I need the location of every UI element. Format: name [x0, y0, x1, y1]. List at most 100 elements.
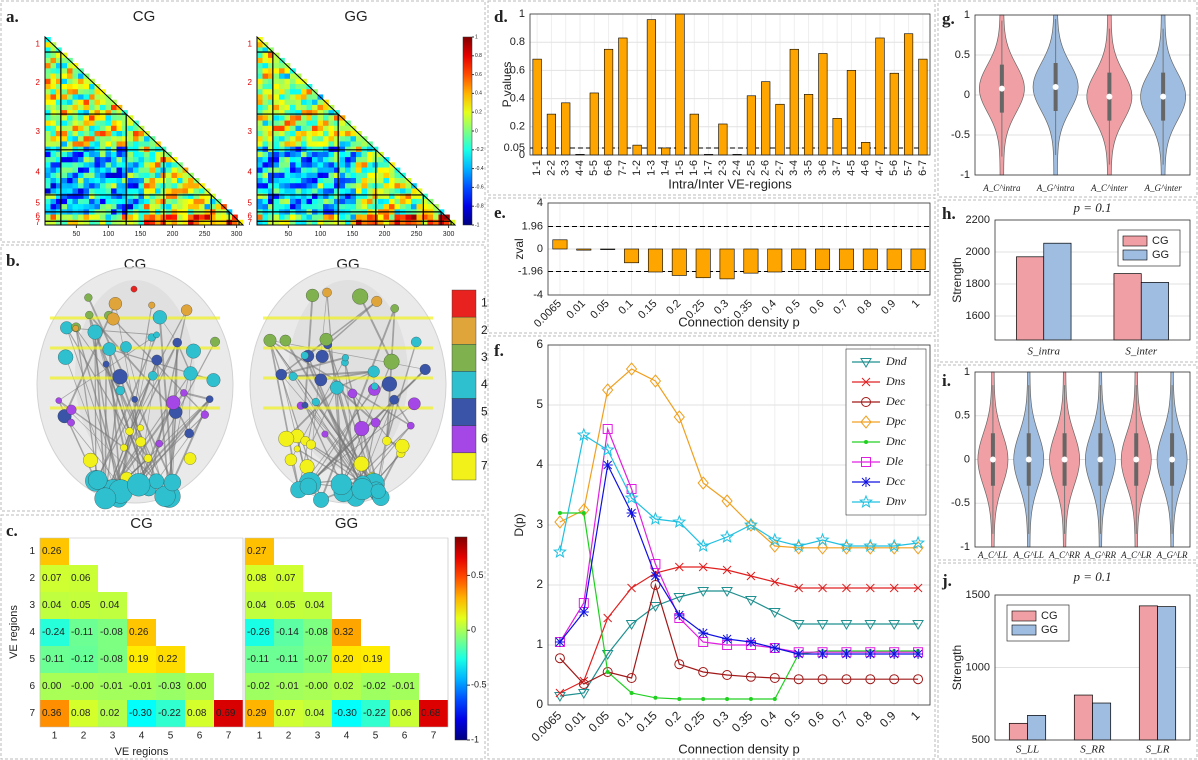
heatmap-cell	[117, 152, 123, 158]
heatmap-cell	[274, 178, 280, 184]
heatmap-cell	[411, 188, 417, 194]
heatmap-cell	[296, 131, 302, 137]
x-tick-label: 1	[52, 731, 58, 742]
heatmap-cell	[133, 136, 139, 142]
heatmap-cell	[307, 215, 313, 221]
heatmap-cell	[312, 131, 318, 137]
heatmap-cell	[78, 141, 84, 147]
heatmap-cell	[73, 121, 79, 127]
heatmap-cell	[389, 168, 395, 174]
heatmap-cell	[51, 63, 57, 69]
heatmap-cell	[384, 178, 390, 184]
heatmap-cell	[51, 110, 57, 116]
heatmap-cell	[274, 131, 280, 137]
heatmap-cell	[100, 183, 106, 189]
heatmap-cell	[106, 126, 112, 132]
heatmap-cell	[183, 173, 189, 179]
heatmap-cell	[177, 204, 183, 210]
heatmap-cell	[279, 126, 285, 132]
heatmap-cell	[318, 215, 324, 221]
heatmap-cell	[257, 168, 263, 174]
heatmap-cell	[45, 79, 51, 85]
x-tick-label: A_C^inter	[1090, 183, 1128, 193]
heatmap-cell	[89, 162, 95, 168]
region-label: 2	[36, 78, 41, 87]
colorbar	[455, 537, 467, 740]
heatmap-cell	[312, 126, 318, 132]
heatmap-cell	[155, 152, 161, 158]
heatmap-cell	[89, 121, 95, 127]
x-tick-label: 0.6	[807, 298, 826, 317]
heatmap-cell	[334, 152, 340, 158]
heatmap-cell	[95, 105, 101, 111]
bar	[672, 249, 686, 275]
x-tick-label: 50	[72, 231, 80, 238]
x-tick-label: 2	[81, 731, 87, 742]
heatmap-cell	[188, 183, 194, 189]
heatmap-cell	[318, 136, 324, 142]
heatmap-cell	[351, 136, 357, 142]
heatmap-cell	[51, 74, 57, 80]
heatmap-cell	[274, 168, 280, 174]
heatmap-cell	[307, 141, 313, 147]
heatmap-cell	[285, 105, 291, 111]
cell-label: -0.08	[100, 627, 123, 638]
heatmap-cell	[67, 94, 73, 100]
network-node	[294, 446, 300, 452]
heatmap-cell	[334, 178, 340, 184]
heatmap-cell	[378, 215, 384, 221]
heatmap-cell	[351, 215, 357, 221]
heatmap-cell	[111, 105, 117, 111]
heatmap-cell	[67, 115, 73, 121]
heatmap-cell	[340, 183, 346, 189]
bar	[647, 20, 656, 155]
x-tick-label: 4-7	[874, 160, 886, 176]
heatmap-cell	[111, 183, 117, 189]
network-node	[66, 405, 76, 415]
heatmap-cell	[128, 152, 134, 158]
heatmap-cell	[95, 183, 101, 189]
network-node	[306, 289, 319, 302]
heatmap-cell	[45, 168, 51, 174]
cell-label: -0.11	[42, 654, 64, 665]
heatmap-cell	[84, 188, 90, 194]
y-tick-label: 4	[537, 197, 543, 209]
heatmap-cell	[378, 168, 384, 174]
heatmap-cell	[367, 188, 373, 194]
heatmap-cell	[155, 183, 161, 189]
x-tick-label: 50	[284, 231, 292, 238]
heatmap-cell	[84, 215, 90, 221]
heatmap-cell	[340, 157, 346, 163]
heatmap-cell	[133, 178, 139, 184]
violin-median	[1160, 94, 1166, 100]
network-node	[342, 354, 349, 361]
legend-label: Dnd	[885, 354, 908, 368]
heatmap-cell	[177, 215, 183, 221]
heatmap-cell	[117, 178, 123, 184]
region-label: 4	[248, 167, 253, 176]
heatmap-cell	[139, 199, 145, 205]
heatmap-cell	[345, 131, 351, 137]
network-node	[136, 437, 146, 447]
heatmap-cell	[133, 162, 139, 168]
heatmap-cell	[89, 215, 95, 221]
heatmap-cell	[400, 204, 406, 210]
heatmap-cell	[45, 68, 51, 74]
heatmap-cell	[172, 183, 178, 189]
heatmap-cell	[51, 162, 57, 168]
heatmap-cell	[84, 79, 90, 85]
colorbar-tick-label: 0.6	[475, 72, 482, 78]
heatmap-cell	[62, 115, 68, 121]
heatmap-cell	[73, 131, 79, 137]
network-node	[276, 369, 287, 380]
heatmap-cell	[62, 58, 68, 64]
heatmap-cell	[411, 215, 417, 221]
heatmap-cell	[155, 173, 161, 179]
heatmap-cell	[111, 121, 117, 127]
cell-label: 0.20	[334, 654, 354, 665]
heatmap-cell	[257, 105, 263, 111]
heatmap-cell	[312, 220, 318, 226]
heatmap-cell	[329, 110, 335, 116]
heatmap-cell	[194, 199, 200, 205]
heatmap-cell	[334, 126, 340, 132]
